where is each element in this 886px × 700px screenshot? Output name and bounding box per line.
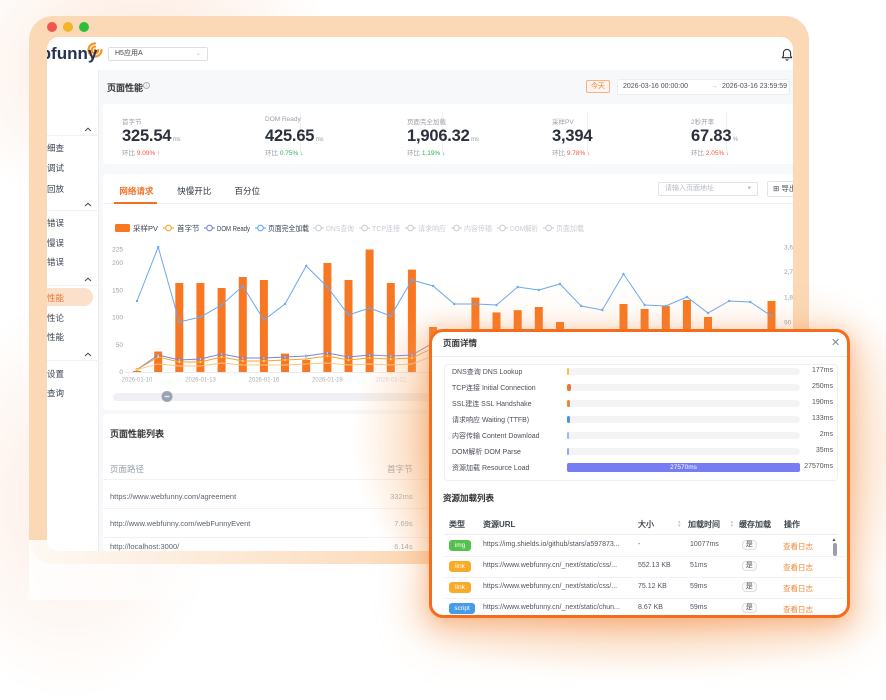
svg-text:90: 90 [784,320,792,327]
svg-text:页面完全加载: 页面完全加载 [268,223,309,233]
svg-text:2026-01-10: 2026-01-10 [122,378,153,384]
svg-text:0: 0 [119,369,123,376]
svg-text:50: 50 [116,342,124,349]
svg-text:2026-01-19: 2026-01-19 [312,378,343,384]
svg-text:2026-01-13: 2026-01-13 [185,378,216,384]
svg-text:采样PV: 采样PV [133,223,158,233]
svg-text:内容传输: 内容传输 [464,223,492,233]
svg-text:200: 200 [112,260,123,267]
svg-text:页面加载: 页面加载 [556,223,584,233]
svg-text:2026-01-22: 2026-01-22 [375,378,406,384]
svg-text:3,6: 3,6 [784,245,793,252]
svg-text:首字节: 首字节 [177,223,200,233]
svg-text:225: 225 [112,247,123,254]
svg-text:DNS查询: DNS查询 [326,223,354,233]
svg-text:请求响应: 请求响应 [418,223,446,233]
svg-text:DOM Ready: DOM Ready [217,224,250,233]
svg-text:1,8: 1,8 [784,295,793,302]
svg-text:2,7: 2,7 [784,269,793,276]
svg-text:DOM解析: DOM解析 [510,223,538,233]
svg-text:150: 150 [112,287,123,294]
svg-text:TCP连接: TCP连接 [372,223,400,233]
svg-text:2026-01-16: 2026-01-16 [249,378,280,384]
svg-text:100: 100 [112,315,123,322]
